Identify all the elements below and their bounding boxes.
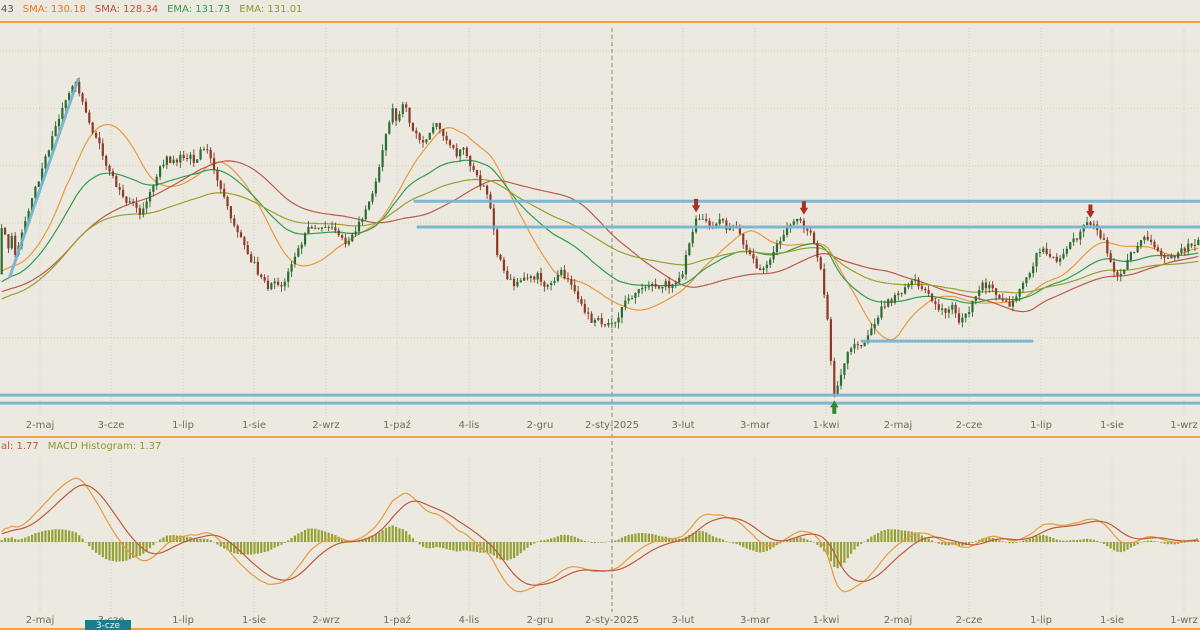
macd-histogram-readout: MACD Histogram: 1.37 [48, 441, 165, 452]
axis-tick-label: 4-lis [458, 420, 480, 431]
axis-tick-label: 2-wrz [312, 420, 340, 431]
axis-tick-label: 3-mar [740, 420, 770, 431]
date-axis-main: 2-maj 3-cze 1-lip 1-sie 2-wrz 1-paź 4-lis 2-gru… [0, 420, 1200, 433]
axis-tick-label: 3-lut [671, 420, 695, 431]
signal-arrows [691, 198, 1095, 414]
axis-tick-label: 1-sie [1099, 615, 1125, 626]
axis-tick-label: 4-lis [458, 615, 480, 626]
axis-tick-label: 1-paź [383, 615, 411, 626]
grid-lines [0, 28, 1200, 612]
axis-tick-label: 2-sty-2025 [585, 615, 639, 626]
axis-tick-label: 2-cze [955, 615, 983, 626]
date-axis-macd: 2-maj 3-cze 1-lip 1-sie 2-wrz 1-paź 4-lis 2-gru… [0, 615, 1200, 628]
ma-indicator: EMA: 131.73 [167, 4, 231, 15]
axis-tick-label: 1-lip [172, 615, 194, 626]
macd-signal-line [1, 484, 1199, 586]
sell-signal-arrow [799, 201, 809, 215]
indicator-header: 43 SMA: 130.18 SMA: 128.34 EMA: 131.73 EMA: … [1, 4, 302, 15]
axis-tick-label: 1-wrz [1170, 420, 1198, 431]
macd-line [1, 477, 1199, 593]
axis-tick-label: 3-mar [740, 615, 770, 626]
orange-rule [0, 628, 1200, 630]
ema80-line [1, 178, 1199, 300]
axis-tick-label: 1-lip [1030, 615, 1052, 626]
axis-tick-label: 2-maj [883, 420, 913, 431]
axis-tick-label: 2-gru [526, 420, 554, 431]
ma-indicator: EMA: 131.01 [239, 4, 303, 15]
ma-indicator: SMA: 130.18 [22, 4, 86, 15]
axis-tick-label: 2-sty-2025 [585, 420, 639, 431]
axis-tick-label: 1-kwi [812, 615, 840, 626]
axis-tick-label: 1-lip [172, 420, 194, 431]
axis-tick-label: 1-wrz [1170, 615, 1198, 626]
moving-average-lines [1, 123, 1199, 341]
axis-tick-label: 2-wrz [312, 615, 340, 626]
axis-tick-label: 1-kwi [812, 420, 840, 431]
macd-histogram-value: 1.37 [139, 441, 162, 452]
axis-tick-label: 1-sie [1099, 420, 1125, 431]
ma-indicator: SMA: 128.34 [94, 4, 159, 15]
orange-rule [0, 21, 1200, 23]
date-cursor-badge: 3-cze [85, 620, 131, 630]
orange-rule [0, 436, 1200, 438]
axis-tick-label: 2-maj [25, 615, 55, 626]
axis-tick-label: 2-maj [25, 420, 55, 431]
price-fragment: 43 [1, 4, 14, 15]
macd-signal-fragment: al: 1.77 [1, 441, 39, 452]
sell-signal-arrow [1086, 204, 1095, 218]
candles [0, 77, 1200, 398]
axis-tick-label: 1-lip [1030, 420, 1052, 431]
trendline [8, 78, 80, 278]
macd-header: al: 1.77 MACD Histogram: 1.37 [1, 441, 164, 452]
ema40-line [1, 159, 1199, 304]
ma-indicator-values: SMA: 130.18 SMA: 128.34 EMA: 131.73 EMA: 13… [14, 4, 303, 15]
macd-histogram-label: MACD Histogram: [47, 441, 137, 452]
sell-signal-arrow [691, 198, 701, 213]
axis-tick-label: 2-maj [883, 615, 913, 626]
support-resistance-lines [0, 199, 1200, 405]
buy-signal-arrow [830, 400, 839, 414]
axis-tick-label: 3-cze [97, 420, 125, 431]
axis-tick-label: 1-sie [241, 420, 267, 431]
axis-tick-label: 1-sie [241, 615, 267, 626]
axis-tick-label: 1-paź [383, 420, 411, 431]
macd-lines [1, 477, 1199, 593]
axis-tick-label: 2-cze [955, 420, 983, 431]
axis-tick-label: 2-gru [526, 615, 554, 626]
sma60-line [1, 160, 1199, 313]
macd-histogram [0, 525, 1200, 569]
axis-tick-label: 3-lut [671, 615, 695, 626]
